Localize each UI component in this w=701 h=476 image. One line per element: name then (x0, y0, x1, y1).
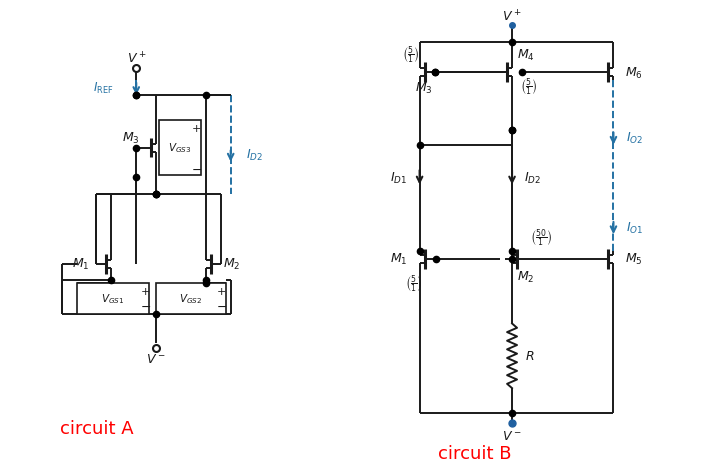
Text: +: + (140, 286, 150, 296)
Bar (76, 283, 149, 314)
Text: $V^-$: $V^-$ (503, 429, 522, 442)
Text: $I_{O1}$: $I_{O1}$ (627, 220, 644, 235)
Text: $M_4$: $M_4$ (517, 48, 535, 62)
Text: $\left(\frac{5}{1}\right)$: $\left(\frac{5}{1}\right)$ (402, 44, 419, 66)
Text: $I_{D2}$: $I_{D2}$ (245, 148, 263, 163)
Text: $-$: $-$ (216, 299, 227, 312)
Text: $M_3$: $M_3$ (121, 131, 139, 146)
Bar (159, 120, 201, 176)
Text: $M_1$: $M_1$ (390, 252, 408, 267)
Text: circuit B: circuit B (437, 444, 511, 462)
Text: $I_{D1}$: $I_{D1}$ (390, 170, 407, 186)
Text: $M_5$: $M_5$ (625, 252, 643, 267)
Text: $M_1$: $M_1$ (72, 257, 90, 272)
Text: $I_{\rm REF}$: $I_{\rm REF}$ (93, 81, 114, 96)
Text: +: + (192, 123, 202, 133)
Text: $I_{D2}$: $I_{D2}$ (524, 170, 541, 186)
Text: $R$: $R$ (525, 349, 534, 362)
Text: $\left(\frac{5}{1}\right)$: $\left(\frac{5}{1}\right)$ (520, 77, 538, 98)
Text: $V^+$: $V^+$ (126, 51, 146, 67)
Text: $V^+$: $V^+$ (503, 10, 522, 25)
Text: $V_{GS3}$: $V_{GS3}$ (168, 141, 191, 155)
Text: $-$: $-$ (139, 299, 151, 312)
Text: $I_{O2}$: $I_{O2}$ (627, 131, 644, 146)
Bar (156, 283, 226, 314)
Text: $V_{GS1}$: $V_{GS1}$ (101, 292, 125, 306)
Text: $-$: $-$ (191, 163, 203, 176)
Text: $M_6$: $M_6$ (625, 65, 644, 80)
Text: +: + (217, 286, 226, 296)
Text: $\left(\frac{5}{1}\right)$: $\left(\frac{5}{1}\right)$ (404, 274, 422, 295)
Text: circuit A: circuit A (60, 419, 133, 437)
Text: $M_3$: $M_3$ (414, 81, 433, 96)
Text: $M_2$: $M_2$ (517, 269, 534, 285)
Text: $V_{GS2}$: $V_{GS2}$ (179, 292, 203, 306)
Text: $V^-$: $V^-$ (147, 352, 166, 365)
Text: $M_2$: $M_2$ (223, 257, 240, 272)
Text: $\left(\frac{50}{1}\right)$: $\left(\frac{50}{1}\right)$ (530, 227, 552, 248)
